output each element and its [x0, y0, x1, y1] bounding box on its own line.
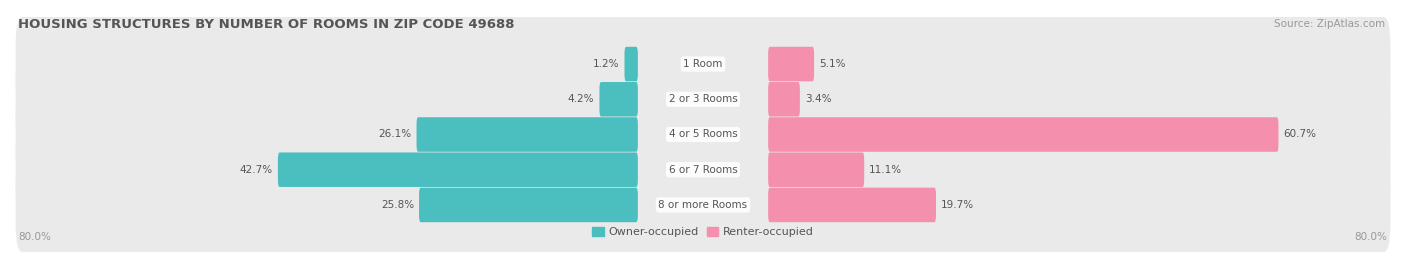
Text: 1 Room: 1 Room — [683, 59, 723, 69]
Text: 4 or 5 Rooms: 4 or 5 Rooms — [669, 129, 737, 140]
Text: 3.4%: 3.4% — [804, 94, 831, 104]
FancyBboxPatch shape — [768, 47, 814, 81]
Text: 8 or more Rooms: 8 or more Rooms — [658, 200, 748, 210]
Text: 4.2%: 4.2% — [568, 94, 595, 104]
Text: 1.2%: 1.2% — [593, 59, 620, 69]
Text: Source: ZipAtlas.com: Source: ZipAtlas.com — [1274, 19, 1385, 29]
FancyBboxPatch shape — [15, 123, 1391, 217]
Text: HOUSING STRUCTURES BY NUMBER OF ROOMS IN ZIP CODE 49688: HOUSING STRUCTURES BY NUMBER OF ROOMS IN… — [18, 18, 515, 31]
Legend: Owner-occupied, Renter-occupied: Owner-occupied, Renter-occupied — [591, 225, 815, 239]
Text: 19.7%: 19.7% — [941, 200, 974, 210]
FancyBboxPatch shape — [419, 188, 638, 222]
Text: 26.1%: 26.1% — [378, 129, 412, 140]
Text: 60.7%: 60.7% — [1284, 129, 1316, 140]
Text: 25.8%: 25.8% — [381, 200, 413, 210]
FancyBboxPatch shape — [15, 17, 1391, 111]
FancyBboxPatch shape — [768, 188, 936, 222]
Text: 5.1%: 5.1% — [820, 59, 845, 69]
FancyBboxPatch shape — [768, 153, 865, 187]
Text: 2 or 3 Rooms: 2 or 3 Rooms — [669, 94, 737, 104]
Text: 42.7%: 42.7% — [240, 165, 273, 175]
FancyBboxPatch shape — [416, 117, 638, 152]
FancyBboxPatch shape — [768, 82, 800, 116]
FancyBboxPatch shape — [15, 87, 1391, 182]
FancyBboxPatch shape — [278, 153, 638, 187]
FancyBboxPatch shape — [768, 117, 1278, 152]
FancyBboxPatch shape — [624, 47, 638, 81]
FancyBboxPatch shape — [599, 82, 638, 116]
Text: 11.1%: 11.1% — [869, 165, 903, 175]
Text: 6 or 7 Rooms: 6 or 7 Rooms — [669, 165, 737, 175]
FancyBboxPatch shape — [15, 158, 1391, 252]
FancyBboxPatch shape — [15, 52, 1391, 146]
